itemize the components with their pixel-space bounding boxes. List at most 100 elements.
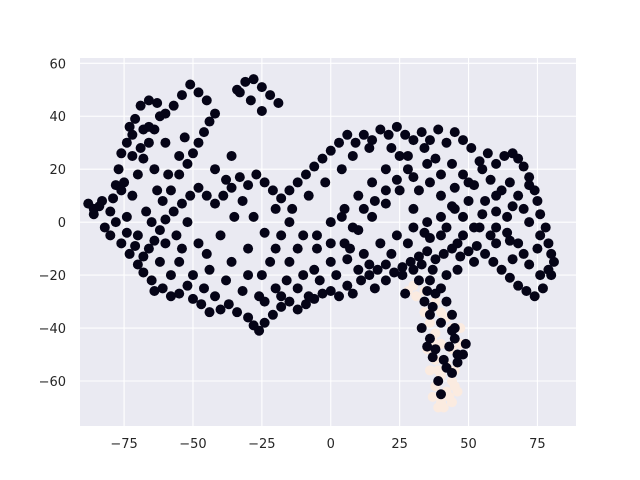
- dark-point: [243, 270, 254, 281]
- dark-point: [416, 323, 427, 334]
- dark-point: [234, 87, 245, 98]
- dark-point: [435, 190, 446, 201]
- dark-point: [543, 238, 554, 249]
- dark-point: [143, 243, 154, 254]
- dark-point: [502, 211, 513, 222]
- dark-point: [447, 325, 457, 336]
- dark-point: [364, 270, 375, 281]
- dark-point: [292, 304, 303, 315]
- dark-point: [521, 285, 532, 296]
- dark-point: [314, 275, 325, 286]
- light-point: [449, 381, 460, 392]
- dark-point: [281, 275, 292, 286]
- dark-point: [524, 217, 535, 228]
- dark-point: [347, 222, 358, 233]
- dark-point: [336, 164, 347, 175]
- dark-point: [441, 296, 452, 307]
- dark-point: [284, 185, 295, 196]
- dark-point: [380, 198, 391, 209]
- dark-point: [160, 238, 171, 249]
- dark-point: [210, 291, 221, 302]
- dark-point: [185, 190, 196, 201]
- dark-point: [491, 222, 502, 233]
- dark-point: [441, 270, 452, 281]
- dark-point: [463, 195, 474, 206]
- dark-point: [369, 195, 380, 206]
- dark-point: [187, 148, 198, 159]
- dark-point: [267, 309, 278, 320]
- dark-point: [113, 164, 124, 175]
- dark-point: [449, 333, 460, 344]
- dark-point: [546, 248, 557, 259]
- dark-point: [237, 195, 248, 206]
- dark-point: [193, 87, 204, 98]
- dark-point: [380, 185, 391, 196]
- y-tick-label: −60: [39, 375, 66, 390]
- dark-point: [292, 243, 303, 254]
- dark-point: [176, 90, 187, 101]
- dark-point: [416, 259, 427, 270]
- dark-point: [350, 137, 361, 148]
- dark-point: [518, 248, 529, 259]
- dark-point: [447, 309, 457, 320]
- dark-point: [394, 185, 405, 196]
- dark-point: [165, 291, 176, 302]
- dark-point: [524, 180, 535, 191]
- dark-point: [471, 240, 482, 251]
- dark-point: [386, 248, 397, 259]
- y-axis-tick-labels: −60 −40 −20 0 20 40 60: [39, 57, 66, 390]
- dark-point: [143, 121, 154, 132]
- dark-point: [496, 264, 507, 275]
- dark-point: [232, 307, 243, 318]
- dark-point: [491, 158, 502, 169]
- y-tick-label: −40: [39, 322, 66, 337]
- y-tick-label: 20: [49, 163, 66, 178]
- dark-point: [215, 230, 226, 241]
- dark-point: [394, 150, 405, 161]
- dark-point: [427, 264, 438, 275]
- dark-point: [474, 156, 485, 167]
- dark-point: [543, 264, 554, 275]
- dark-point: [419, 143, 430, 154]
- dark-point: [193, 137, 204, 148]
- dark-point: [397, 262, 408, 273]
- dark-point: [424, 177, 435, 188]
- dark-point: [496, 185, 507, 196]
- dark-point: [424, 275, 435, 286]
- dark-series-points: [83, 74, 559, 400]
- y-tick-label: 60: [49, 57, 66, 72]
- dark-point: [245, 95, 256, 106]
- y-tick-label: 40: [49, 110, 66, 125]
- dark-point: [441, 222, 452, 233]
- dark-point: [154, 256, 165, 267]
- dark-point: [193, 182, 204, 193]
- dark-point: [389, 267, 400, 278]
- dark-point: [171, 230, 182, 241]
- dark-point: [334, 291, 345, 302]
- light-point: [433, 365, 444, 376]
- dark-point: [532, 195, 543, 206]
- dark-point: [265, 256, 276, 267]
- light-point: [444, 391, 455, 402]
- dark-point: [353, 190, 364, 201]
- dark-point: [97, 195, 108, 206]
- dark-point: [237, 285, 248, 296]
- light-point: [424, 365, 435, 376]
- dark-point: [110, 217, 121, 228]
- dark-point: [226, 182, 237, 193]
- dark-point: [480, 248, 491, 259]
- dark-point: [502, 227, 513, 238]
- x-axis-tick-labels: −75 −50 −25 0 25 50 75: [110, 437, 545, 452]
- light-point: [411, 291, 422, 302]
- dark-point: [317, 153, 328, 164]
- dark-point: [309, 161, 320, 172]
- dark-point: [259, 177, 270, 188]
- dark-point: [303, 190, 314, 201]
- dark-point: [469, 222, 480, 233]
- dark-point: [174, 288, 185, 299]
- dark-point: [325, 256, 336, 267]
- dark-point: [458, 135, 469, 146]
- dark-point: [143, 137, 154, 148]
- dark-point: [507, 254, 518, 265]
- dark-point: [152, 185, 163, 196]
